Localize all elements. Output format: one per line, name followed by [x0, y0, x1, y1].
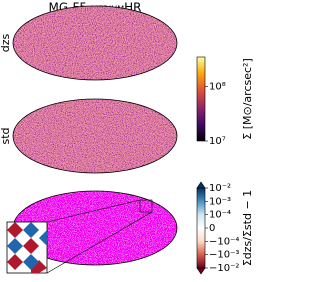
tick-label: 0 — [209, 223, 215, 234]
tick-label: −10⁻⁴ — [209, 236, 239, 247]
extend-bottom — [196, 267, 206, 275]
inset — [6, 221, 48, 274]
row-label: dzs — [0, 33, 12, 52]
map-dzs — [12, 5, 178, 81]
tick-label: 10⁻² — [209, 183, 231, 194]
colorbar-label: Σdzs/Σstd − 1 — [241, 190, 254, 266]
tick-label: −10⁻² — [209, 263, 239, 274]
tick-label: −10⁻³ — [209, 250, 239, 261]
colorbar — [196, 56, 206, 142]
colorbar — [196, 187, 206, 269]
map-std — [12, 98, 178, 174]
tick-label: 10⁷ — [209, 136, 226, 147]
extend-top — [196, 181, 206, 189]
tick-label: 10⁸ — [209, 82, 226, 93]
row-label: std — [0, 127, 12, 144]
tick-label: 10⁻⁴ — [209, 210, 231, 221]
tick-label: 10⁻³ — [209, 196, 231, 207]
colorbar-label: Σ [M⊙/arcsec²] — [241, 58, 254, 139]
